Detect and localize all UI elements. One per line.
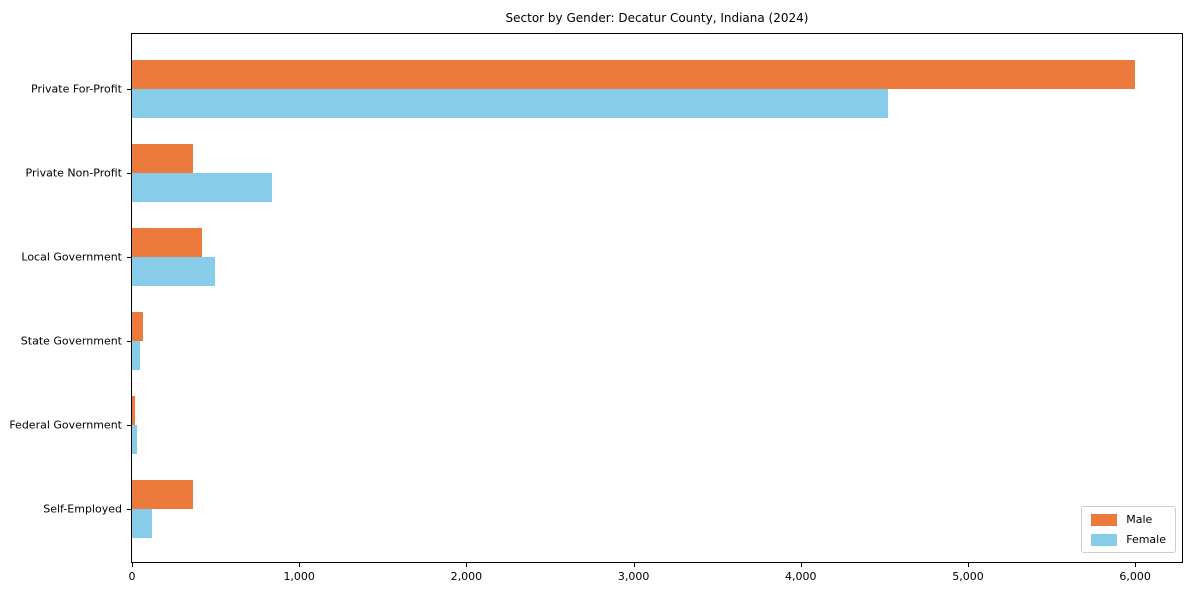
x-label-3000: 3,000 — [617, 570, 650, 583]
bar-female-private-for-profit — [132, 89, 888, 118]
y-label-private-non-profit: Private Non-Profit — [25, 166, 122, 180]
legend-swatch-female — [1091, 533, 1118, 546]
x-label-2000: 2,000 — [450, 570, 483, 583]
x-label-6000: 6,000 — [1119, 570, 1151, 583]
legend-item-male: Male — [1091, 513, 1166, 526]
chart-title: Sector by Gender: Decatur County, Indian… — [505, 11, 809, 25]
bar-female-state-government — [132, 341, 140, 370]
y-label-state-government: State Government — [20, 334, 122, 348]
x-tick-6000 — [1135, 562, 1137, 567]
bar-male-state-government — [132, 312, 143, 341]
x-tick-4000 — [800, 562, 802, 567]
y-tick-private-non-profit — [127, 173, 132, 174]
bar-male-private-for-profit — [132, 60, 1136, 89]
y-label-local-government: Local Government — [21, 250, 122, 264]
legend: Male Female — [1081, 506, 1176, 553]
legend-label-male: Male — [1126, 513, 1153, 526]
x-label-4000: 4,000 — [785, 570, 817, 583]
y-tick-state-government — [127, 341, 132, 342]
bar-male-federal-government — [132, 396, 135, 425]
y-label-federal-government: Federal Government — [9, 418, 122, 432]
bar-male-private-non-profit — [132, 144, 194, 173]
y-label-self-employed: Self-Employed — [43, 502, 122, 516]
x-tick-3000 — [633, 562, 635, 567]
x-label-5000: 5,000 — [952, 570, 984, 583]
bar-male-local-government — [132, 228, 203, 257]
x-tick-2000 — [466, 562, 468, 567]
y-tick-private-for-profit — [127, 89, 132, 90]
legend-label-female: Female — [1126, 533, 1166, 546]
x-label-0: 0 — [128, 570, 136, 583]
plot-area: Male Female Private For-Profit Private Non… — [9, 33, 1183, 583]
bar-female-local-government — [132, 257, 215, 286]
legend-item-female: Female — [1091, 533, 1166, 546]
bar-female-self-employed — [132, 509, 153, 538]
y-tick-local-government — [127, 257, 132, 258]
legend-swatch-male — [1091, 513, 1118, 526]
x-tick-0 — [132, 562, 133, 567]
x-tick-1000 — [299, 562, 301, 567]
x-tick-5000 — [967, 562, 969, 567]
x-label-1000: 1,000 — [283, 570, 315, 583]
bar-male-self-employed — [132, 480, 194, 509]
bar-female-private-non-profit — [132, 173, 273, 202]
y-tick-self-employed — [127, 509, 132, 510]
bar-female-federal-government — [132, 425, 138, 454]
y-tick-federal-government — [127, 425, 132, 426]
y-label-private-for-profit: Private For-Profit — [31, 82, 122, 96]
